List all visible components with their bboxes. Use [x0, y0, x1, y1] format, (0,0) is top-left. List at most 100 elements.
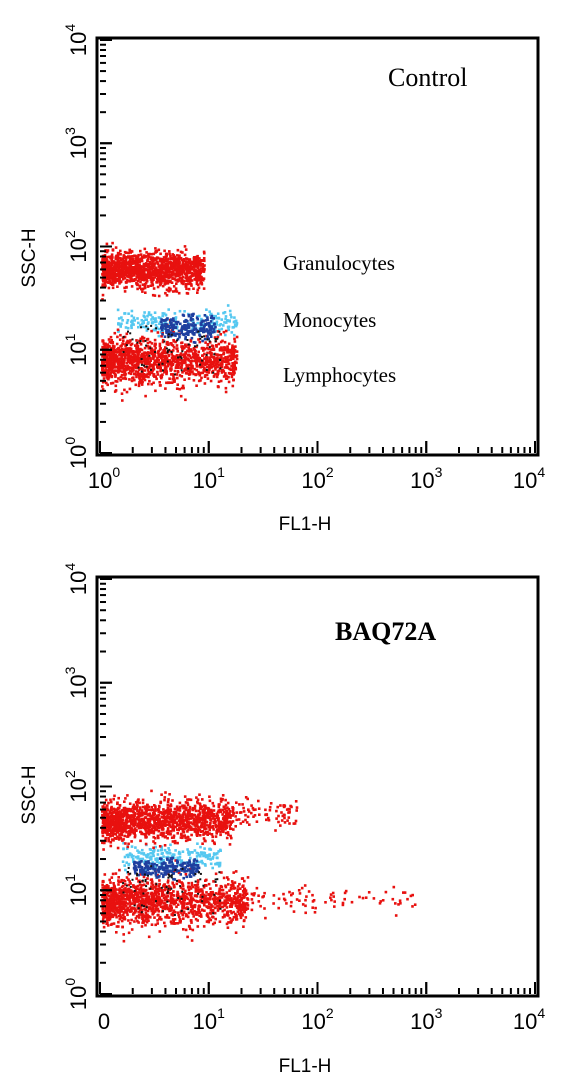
scatter-point [220, 318, 224, 321]
scatter-point [177, 828, 181, 832]
scatter-point [205, 357, 209, 360]
scatter-point [107, 275, 110, 279]
scatter-point [208, 854, 211, 858]
scatter-point [130, 320, 133, 324]
scatter-point [201, 861, 204, 865]
scatter-point [133, 814, 136, 817]
scatter-point [188, 805, 192, 809]
scatter-point [101, 367, 104, 371]
scatter-point [175, 821, 178, 824]
scatter-point [124, 348, 128, 351]
scatter-point [208, 823, 212, 827]
scatter-point [114, 257, 118, 261]
scatter-point [205, 368, 208, 371]
scatter-point [107, 359, 111, 362]
scatter-point [149, 357, 152, 360]
scatter-point [227, 815, 230, 818]
scatter-point [163, 367, 167, 370]
scatter-point [211, 825, 215, 828]
scatter-point [196, 283, 200, 287]
scatter-point [125, 847, 129, 850]
scatter-point [148, 830, 151, 834]
scatter-point [140, 823, 144, 826]
scatter-point [156, 834, 160, 838]
scatter-point [199, 259, 203, 263]
scatter-point [197, 278, 201, 282]
scatter-point [145, 325, 148, 328]
scatter-point [176, 809, 179, 812]
scatter-point [135, 375, 138, 379]
scatter-point [150, 805, 153, 809]
scatter-point [106, 383, 109, 387]
scatter-point [195, 360, 198, 364]
scatter-point [160, 261, 164, 265]
scatter-point [115, 822, 118, 825]
scatter-point [167, 798, 170, 801]
scatter-point [203, 368, 207, 371]
scatter-point [218, 347, 222, 351]
scatter-point [171, 359, 175, 362]
scatter-point [119, 349, 123, 352]
scatter-point [154, 267, 158, 270]
scatter-point [147, 366, 150, 369]
scatter-point [187, 279, 190, 283]
scatter-point [190, 350, 193, 353]
scatter-point [178, 272, 182, 276]
scatter-point [171, 277, 175, 280]
scatter-point [155, 860, 159, 864]
scatter-point [156, 814, 159, 817]
scatter-point [230, 375, 234, 379]
scatter-point [229, 357, 233, 360]
scatter-point [119, 822, 123, 826]
scatter-point [170, 381, 174, 384]
scatter-point [201, 278, 205, 282]
scatter-point [177, 279, 180, 283]
scatter-point [119, 333, 122, 337]
scatter-point [119, 880, 123, 884]
scatter-point [208, 365, 212, 368]
scatter-point [195, 278, 198, 282]
scatter-point [109, 800, 113, 804]
scatter-point [199, 261, 202, 264]
scatter-point [136, 370, 140, 374]
scatter-point [147, 313, 151, 316]
scatter-point [183, 795, 187, 798]
scatter-point [134, 855, 138, 859]
scatter-point [128, 359, 131, 362]
scatter-point [176, 828, 179, 831]
scatter-point [184, 337, 187, 341]
scatter-point [116, 831, 119, 834]
scatter-point [191, 370, 194, 374]
scatter-point [227, 351, 230, 354]
scatter-point [117, 364, 121, 367]
scatter-point [101, 831, 104, 835]
scatter-point [144, 842, 148, 846]
scatter-point [146, 257, 150, 261]
scatter-point [168, 808, 171, 811]
scatter-point [166, 340, 169, 344]
scatter-point [122, 373, 126, 376]
scatter-point [132, 829, 135, 832]
scatter-point [167, 257, 170, 261]
scatter-point [207, 809, 210, 813]
scatter-point [231, 349, 234, 352]
scatter-point [119, 357, 122, 360]
scatter-point [167, 333, 170, 336]
scatter-point [201, 811, 205, 814]
scatter-point [159, 384, 162, 387]
scatter-point [231, 346, 234, 350]
scatter-point [162, 266, 165, 269]
scatter-point [228, 809, 232, 813]
scatter-point [118, 833, 121, 836]
scatter-point [171, 363, 175, 366]
scatter-point [186, 320, 189, 323]
scatter-point [172, 379, 176, 382]
scatter-point [117, 362, 121, 365]
scatter-point [234, 367, 238, 371]
scatter-point [196, 852, 200, 855]
scatter-point [123, 335, 127, 339]
scatter-point [123, 276, 127, 280]
scatter-point [173, 369, 177, 373]
scatter-point [110, 366, 114, 370]
scatter-point [211, 839, 214, 843]
